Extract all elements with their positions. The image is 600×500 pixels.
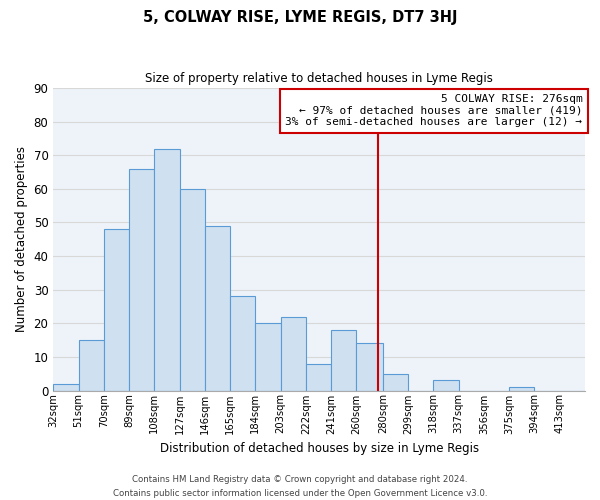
Bar bbox=[331, 330, 356, 390]
Bar bbox=[281, 316, 306, 390]
Bar bbox=[356, 344, 383, 390]
Bar bbox=[205, 226, 230, 390]
Y-axis label: Number of detached properties: Number of detached properties bbox=[15, 146, 28, 332]
X-axis label: Distribution of detached houses by size in Lyme Regis: Distribution of detached houses by size … bbox=[160, 442, 479, 455]
Title: Size of property relative to detached houses in Lyme Regis: Size of property relative to detached ho… bbox=[145, 72, 493, 86]
Bar bbox=[179, 189, 205, 390]
Bar bbox=[79, 340, 104, 390]
Bar bbox=[230, 296, 256, 390]
Text: 5, COLWAY RISE, LYME REGIS, DT7 3HJ: 5, COLWAY RISE, LYME REGIS, DT7 3HJ bbox=[143, 10, 457, 25]
Bar bbox=[129, 168, 154, 390]
Bar bbox=[256, 324, 281, 390]
Bar bbox=[306, 364, 331, 390]
Bar bbox=[104, 229, 129, 390]
Bar bbox=[509, 387, 535, 390]
Bar bbox=[433, 380, 459, 390]
Text: Contains HM Land Registry data © Crown copyright and database right 2024.
Contai: Contains HM Land Registry data © Crown c… bbox=[113, 476, 487, 498]
Bar bbox=[383, 374, 408, 390]
Bar bbox=[154, 148, 179, 390]
Bar bbox=[53, 384, 79, 390]
Text: 5 COLWAY RISE: 276sqm
← 97% of detached houses are smaller (419)
3% of semi-deta: 5 COLWAY RISE: 276sqm ← 97% of detached … bbox=[286, 94, 583, 128]
